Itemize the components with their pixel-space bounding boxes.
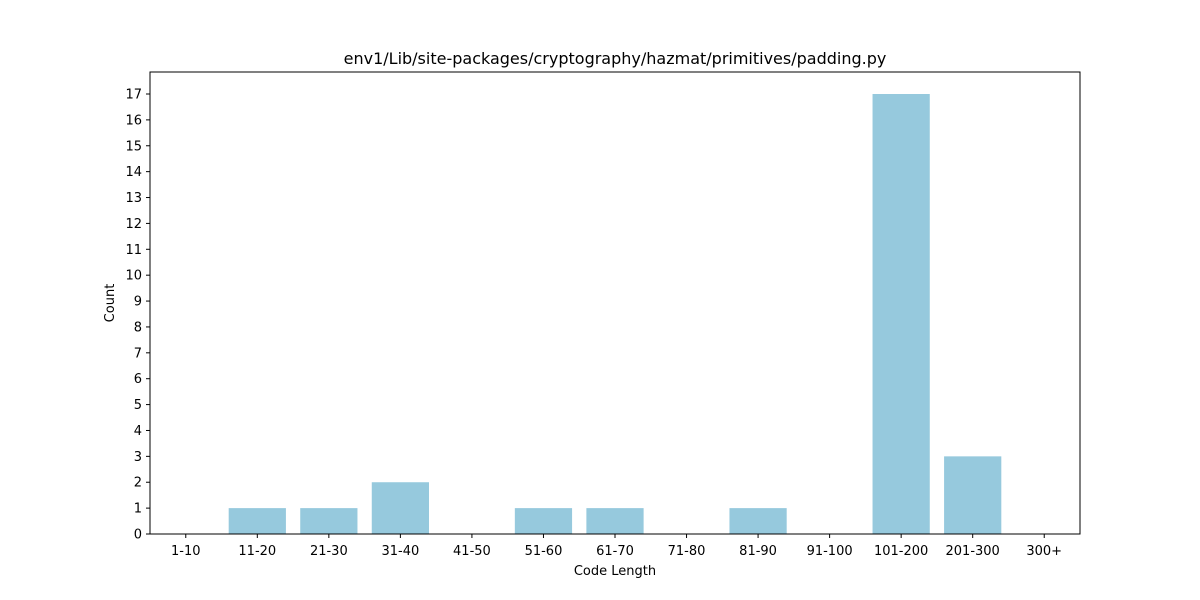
bar-101-200	[872, 94, 930, 534]
bar-21-30	[300, 508, 358, 534]
bar-51-60	[514, 508, 573, 534]
y-tick-label: 17	[125, 88, 142, 103]
y-tick-label: 10	[125, 269, 142, 284]
bar-31-40	[371, 482, 429, 534]
y-tick-label: 12	[125, 217, 142, 232]
x-tick-label: 201-300	[946, 544, 1000, 559]
plot-area: 1-10 11-20 21-30 31-40 41-50 51-60 61-70 71-80 8…	[125, 71, 1081, 559]
x-tick-label: 31-40	[381, 544, 419, 559]
y-tick-label: 1	[134, 502, 142, 517]
x-tick-label: 1-10	[171, 544, 201, 559]
y-tick-label: 6	[134, 372, 142, 387]
x-tick-label: 51-60	[525, 544, 563, 559]
y-tick-label: 7	[134, 346, 142, 361]
y-tick-label: 8	[134, 320, 142, 335]
y-tick-label: 3	[134, 450, 142, 465]
x-tick-label: 71-80	[668, 544, 706, 559]
x-tick-label: 101-200	[874, 544, 928, 559]
y-tick-label: 0	[134, 528, 142, 543]
x-tick-label: 41-50	[453, 544, 491, 559]
x-axis-label: Code Length	[574, 564, 656, 579]
bar-201-300	[944, 456, 1002, 534]
bar-61-70	[586, 508, 644, 534]
x-tick-label: 300+	[1026, 544, 1062, 559]
y-tick-label: 14	[125, 165, 142, 180]
y-axis-label: Count	[103, 284, 118, 323]
chart-title: env1/Lib/site-packages/cryptography/hazm…	[344, 49, 887, 68]
y-tick-label: 9	[134, 295, 142, 310]
bar-11-20	[228, 508, 286, 534]
y-tick-label: 16	[125, 113, 142, 128]
y-tick-label: 11	[125, 243, 142, 258]
x-tick-label: 91-100	[807, 544, 853, 559]
y-tick-label: 15	[125, 139, 142, 154]
x-tick-label: 61-70	[596, 544, 634, 559]
bar-81-90	[729, 508, 787, 534]
x-tick-label: 11-20	[238, 544, 276, 559]
y-tick-label: 5	[134, 398, 142, 413]
y-tick-label: 13	[125, 191, 142, 206]
y-tick-label: 4	[134, 424, 142, 439]
x-tick-label: 21-30	[310, 544, 348, 559]
x-tick-label: 81-90	[739, 544, 777, 559]
axes-frame	[149, 71, 1081, 535]
y-tick-label: 2	[134, 476, 142, 491]
